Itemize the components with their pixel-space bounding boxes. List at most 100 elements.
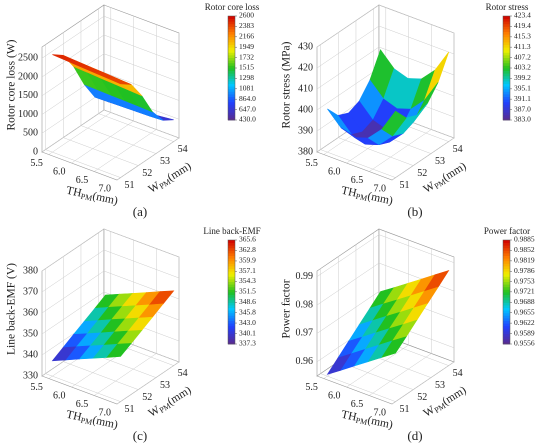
axis-label: WPM(mm) <box>421 384 469 421</box>
colorbar-segment <box>503 96 510 100</box>
axis-label-sub: PM <box>80 192 93 203</box>
colorbar-segment <box>228 245 235 249</box>
colorbar-segment <box>228 36 235 40</box>
grid-line <box>116 361 180 405</box>
colorbar-segment <box>503 91 510 95</box>
z-tick-label: 380 <box>23 265 38 276</box>
grid-line <box>391 137 455 181</box>
colorbar-segment <box>503 52 510 56</box>
grid-line <box>63 361 139 390</box>
colorbar-segment <box>228 34 235 38</box>
colorbar-segment <box>503 101 510 105</box>
grid-line <box>103 16 180 45</box>
z-tick-label: 410 <box>298 83 313 94</box>
colorbar-tick-label: 407.2 <box>514 52 531 61</box>
colorbar-tick-label: 0.9622 <box>514 318 535 327</box>
colorbar-segment <box>503 320 510 324</box>
grid-line <box>98 113 174 142</box>
grid-line <box>369 129 432 172</box>
grid-line <box>41 291 105 335</box>
grid-line <box>48 112 111 155</box>
colorbar-segment <box>503 65 510 69</box>
colorbar-segment <box>503 307 510 311</box>
grid-line <box>45 149 121 178</box>
colorbar-tick-label: 0.9688 <box>514 297 535 306</box>
axis-label: THPM(mm) <box>65 408 119 432</box>
colorbar-segment <box>503 75 510 79</box>
axis-label: THPM(mm) <box>65 184 119 208</box>
colorbar-segment <box>228 86 235 90</box>
colorbar-segment <box>228 99 235 103</box>
grid-line <box>316 25 380 69</box>
surface-cell <box>381 336 407 358</box>
z-tick-label: 500 <box>23 128 38 139</box>
colorbar-segment <box>503 29 510 32</box>
grid-line <box>338 137 414 166</box>
colorbar-segment <box>228 299 235 303</box>
colorbar-segment <box>503 62 510 66</box>
colorbar-segment <box>503 18 510 22</box>
colorbar-tick-label: 0.9655 <box>514 307 535 316</box>
colorbar-segment <box>503 268 510 272</box>
axis-label-main: TH <box>65 184 83 199</box>
grid-line <box>103 228 180 258</box>
x-tick-label: 6.0 <box>328 166 341 177</box>
panel-label: (c) <box>133 428 147 443</box>
colorbar-segment <box>503 305 510 308</box>
z-tick-label: 0.96 <box>296 356 314 367</box>
colorbar-segment <box>228 21 235 25</box>
x-tick-label: 7.0 <box>374 183 387 194</box>
x-tick-label: 5.5 <box>30 382 43 393</box>
colorbar-segment <box>503 341 510 345</box>
colorbar-segment <box>503 279 510 282</box>
grid-line <box>103 249 180 279</box>
colorbar-segment <box>503 331 510 334</box>
axis-label-sub: PM <box>355 416 368 427</box>
colorbar-segment <box>228 338 235 342</box>
grid-line <box>41 91 105 134</box>
colorbar-segment <box>228 96 235 100</box>
grid-line <box>41 53 105 96</box>
colorbar-segment <box>228 341 235 345</box>
grid-line <box>116 137 180 181</box>
y-tick-label: 51 <box>400 180 410 191</box>
colorbar-segment <box>503 44 510 48</box>
grid-line <box>316 4 380 48</box>
grid-line <box>391 361 455 405</box>
colorbar-segment <box>228 260 235 264</box>
x-tick-label: 6.5 <box>351 399 364 410</box>
grid-line <box>71 120 134 164</box>
colorbar-tick-label: 391.1 <box>514 94 531 103</box>
colorbar-segment <box>228 336 235 340</box>
colorbar-segment <box>228 240 235 243</box>
colorbar-segment <box>503 281 510 285</box>
grid-line <box>103 53 180 82</box>
colorbar-segment <box>503 276 510 280</box>
grid-line <box>41 270 105 314</box>
colorbar-segment <box>503 31 510 35</box>
colorbar-segment <box>503 78 510 82</box>
colorbar-segment <box>503 70 510 74</box>
y-tick-label: 53 <box>160 156 170 167</box>
colorbar-segment <box>228 253 235 256</box>
y-tick-label: 52 <box>142 168 152 179</box>
colorbar-segment <box>228 114 235 118</box>
grid-line <box>320 373 396 402</box>
grid-line <box>94 129 157 172</box>
grid-line <box>103 109 180 139</box>
y-tick-label: 54 <box>453 144 463 155</box>
colorbar-segment <box>503 57 510 61</box>
colorbar-segment <box>503 60 510 64</box>
colorbar-segment <box>503 336 510 340</box>
panel-label: (a) <box>133 204 147 219</box>
colorbar-segment <box>503 88 510 92</box>
x-tick-label: 6.0 <box>53 390 66 401</box>
colorbar-segment <box>503 253 510 256</box>
axis-label-unit: (mm) <box>366 190 394 207</box>
x-tick-label: 7.0 <box>374 407 387 418</box>
colorbar-title: Rotor core loss <box>205 2 260 12</box>
colorbar-tick-label: 357.1 <box>239 266 256 275</box>
colorbar-segment <box>228 73 235 77</box>
colorbar-segment <box>503 86 510 90</box>
colorbar-segment <box>228 333 235 337</box>
